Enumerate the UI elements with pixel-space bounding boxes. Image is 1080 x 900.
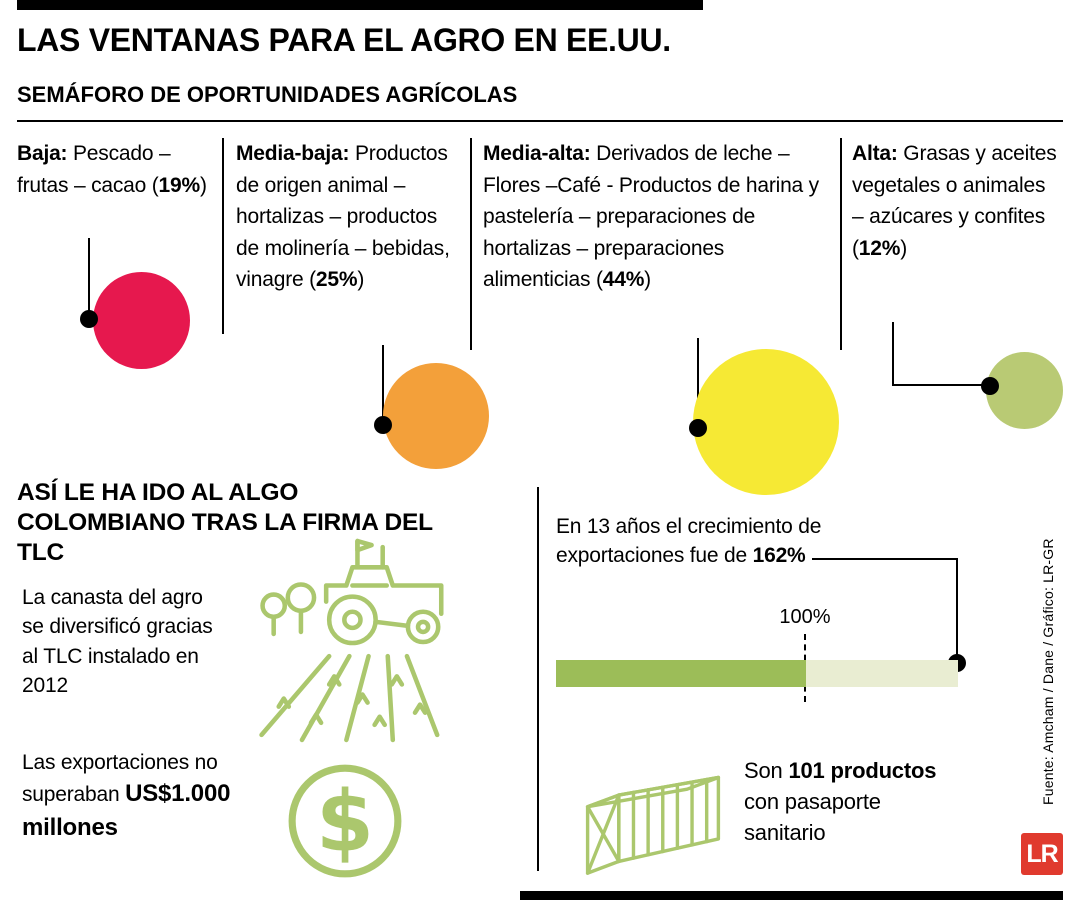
top-accent-bar — [17, 0, 703, 10]
semaforo-desc-media-baja: Productos de origen animal – hortalizas … — [236, 142, 450, 291]
connector-dot-media-alta — [689, 419, 707, 437]
semaforo-label-alta: Alta: — [852, 142, 898, 165]
semaforo-text-media-baja: Media-baja: Productos de origen animal –… — [236, 138, 458, 296]
connector-line-media-baja — [382, 345, 384, 425]
export-bar-growth — [806, 660, 958, 687]
semaforo-desc-alta: Grasas y aceites vegetales o animales – … — [852, 142, 1057, 260]
semaforo-column-alta: Alta: Grasas y aceites vegetales o anima… — [852, 138, 1057, 264]
semaforo-column-baja: Baja: Pescado – frutas – cacao (19%) — [17, 138, 213, 201]
tlc-p2-amount: US$1.000 millones — [22, 780, 231, 841]
column-divider-1 — [222, 138, 224, 334]
bubble-baja — [93, 272, 190, 369]
export-bar-base — [556, 660, 806, 687]
products-post: con pasaporte sanitario — [744, 788, 881, 845]
bottom-accent-bar — [520, 891, 1063, 900]
connector-line-media-alta — [697, 338, 699, 430]
connector-line-alta-horizontal — [892, 384, 984, 386]
semaforo-paren-media-baja: ) — [357, 268, 365, 291]
products-pre: Son — [744, 758, 789, 783]
semaforo-label-media-alta: Media-alta: — [483, 142, 591, 165]
lr-logo-text: LR — [1026, 839, 1058, 868]
connector-line-baja — [88, 238, 90, 316]
semaforo-column-media-baja: Media-baja: Productos de origen animal –… — [236, 138, 458, 296]
tlc-heading: ASÍ LE HA IDO AL ALGO COLOMBIANO TRAS LA… — [17, 479, 433, 566]
svg-text:$: $ — [316, 773, 374, 870]
growth-connector-vertical — [956, 558, 958, 658]
tlc-paragraph-1: La canasta del agro se diversificó graci… — [22, 586, 213, 698]
semaforo-paren-media-alta: ) — [644, 268, 651, 291]
semaforo-pct-baja: 19% — [158, 173, 201, 197]
hundred-percent-label: 100% — [779, 606, 831, 628]
semaforo-desc-baja: Pescado – frutas – cacao ( — [17, 142, 171, 197]
semaforo-pct-media-baja: 25% — [315, 268, 358, 291]
lr-logo: LR — [1021, 833, 1063, 875]
connector-line-alta-vertical — [892, 322, 894, 386]
connector-dot-baja — [80, 310, 98, 328]
source-credit: Fuente: Amcham / Dane / Gráfico: LR-GR — [1040, 538, 1056, 805]
semaforo-pct-alta: 12% — [858, 236, 901, 260]
bubble-alta — [986, 352, 1063, 429]
page-title: LAS VENTANAS PARA EL AGRO EN EE.UU. — [17, 22, 671, 58]
semaforo-text-baja: Baja: Pescado – frutas – cacao (19%) — [17, 138, 213, 201]
growth-pct: 162% — [752, 544, 806, 568]
semaforo-text-alta: Alta: Grasas y aceites vegetales o anima… — [852, 138, 1057, 264]
semaforo-label-media-baja: Media-baja: — [236, 142, 350, 165]
semaforo-paren-baja: ) — [199, 173, 207, 197]
farm-tractor-icon — [253, 533, 471, 745]
semaforo-desc-media-alta: Derivados de leche – Flores –Café - Prod… — [483, 142, 819, 291]
shipping-container-icon — [578, 756, 728, 878]
bubble-media-alta — [693, 349, 839, 495]
growth-text-regular: En 13 años el crecimiento de exportacion… — [556, 515, 822, 568]
connector-dot-media-baja — [374, 416, 392, 434]
semaforo-label-baja: Baja: — [17, 142, 68, 165]
tlc-paragraph-2: Las exportaciones no superaban US$1.000 … — [22, 748, 237, 845]
connector-dot-alta — [981, 377, 999, 395]
tlc-p2-text: Las exportaciones no superaban — [22, 751, 218, 807]
header-divider — [17, 120, 1063, 122]
growth-text: En 13 años el crecimiento de exportacion… — [556, 512, 906, 571]
semaforo-pct-media-alta: 44% — [602, 268, 645, 291]
semaforo-text-media-alta: Media-alta: Derivados de leche – Flores … — [483, 138, 823, 296]
column-divider-3 — [840, 138, 842, 350]
dollar-coin-icon: $ — [284, 760, 406, 882]
bottom-section-divider — [537, 487, 539, 871]
bubble-media-baja — [383, 363, 489, 469]
growth-connector-horizontal — [812, 558, 958, 560]
column-divider-2 — [470, 138, 472, 350]
products-text: Son 101 productos con pasaporte sanitari… — [744, 756, 939, 848]
semaforo-paren-alta: ) — [900, 236, 908, 260]
semaforo-column-media-alta: Media-alta: Derivados de leche – Flores … — [483, 138, 823, 296]
products-count: 101 productos — [788, 758, 937, 783]
page-subtitle: SEMÁFORO DE OPORTUNIDADES AGRÍCOLAS — [17, 82, 518, 107]
